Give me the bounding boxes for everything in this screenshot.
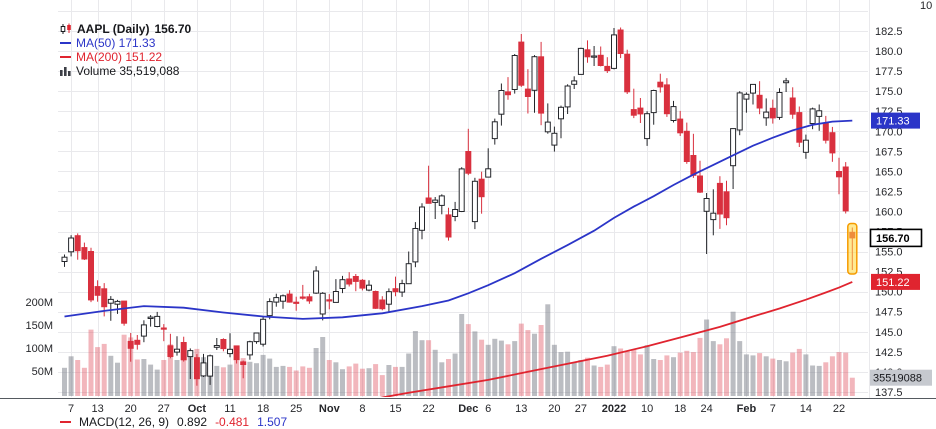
volume-bars-icon bbox=[60, 67, 71, 76]
ma200-legend-row[interactable]: MA(200) 151.22 bbox=[60, 49, 191, 64]
svg-text:10: 10 bbox=[641, 403, 653, 415]
svg-text:50M: 50M bbox=[32, 366, 53, 378]
svg-text:200M: 200M bbox=[25, 297, 53, 309]
price-axis[interactable]: 137.5140.0142.5145.0147.5150.0152.5155.0… bbox=[875, 0, 932, 399]
svg-text:20: 20 bbox=[125, 403, 137, 415]
svg-text:22: 22 bbox=[422, 403, 434, 415]
symbol-title: AAPL (Daily) bbox=[77, 21, 150, 36]
svg-text:155.0: 155.0 bbox=[875, 247, 903, 259]
svg-text:2022: 2022 bbox=[602, 403, 626, 415]
svg-text:156.70: 156.70 bbox=[876, 233, 910, 245]
svg-text:35519088: 35519088 bbox=[873, 373, 922, 385]
svg-text:167.5: 167.5 bbox=[875, 146, 903, 158]
ma50-legend-row[interactable]: MA(50) 171.33 bbox=[60, 35, 191, 50]
svg-text:182.5: 182.5 bbox=[875, 26, 903, 38]
ma200-price-badge: 151.22 bbox=[871, 273, 920, 290]
candles bbox=[61, 27, 856, 386]
svg-text:147.5: 147.5 bbox=[875, 307, 903, 319]
symbol-legend-row[interactable]: AAPL (Daily) 156.70 bbox=[60, 21, 192, 36]
svg-text:13: 13 bbox=[91, 403, 103, 415]
svg-text:7: 7 bbox=[68, 403, 74, 415]
svg-text:13: 13 bbox=[515, 403, 527, 415]
ma50-price-badge: 171.33 bbox=[871, 112, 920, 129]
svg-text:Feb: Feb bbox=[737, 403, 757, 415]
macd-value-1: 0.892 bbox=[177, 415, 208, 429]
svg-text:22: 22 bbox=[833, 403, 845, 415]
macd-line-icon bbox=[60, 421, 71, 423]
macd-label: MACD(12, 26, 9) bbox=[79, 415, 170, 429]
price-badges: 171.33 156.70 151.22 35519088 bbox=[869, 112, 932, 386]
volume-axis-labels: 200M 150M 100M 50M bbox=[25, 297, 53, 378]
svg-text:165.0: 165.0 bbox=[875, 166, 903, 178]
svg-text:14: 14 bbox=[800, 403, 812, 415]
svg-text:170.0: 170.0 bbox=[875, 126, 903, 138]
selected-candle-highlight[interactable] bbox=[847, 222, 858, 275]
partial-top-label: 10 bbox=[920, 0, 932, 12]
ma50-line-icon bbox=[60, 41, 71, 44]
macd-value-3: 1.507 bbox=[257, 415, 288, 429]
svg-text:Oct: Oct bbox=[188, 403, 207, 415]
svg-text:142.5: 142.5 bbox=[875, 347, 903, 359]
macd-value-2: -0.481 bbox=[215, 415, 250, 429]
svg-text:150M: 150M bbox=[25, 320, 53, 332]
svg-text:18: 18 bbox=[257, 403, 269, 415]
ma200-line[interactable] bbox=[329, 281, 853, 407]
svg-text:137.5: 137.5 bbox=[875, 387, 903, 399]
svg-text:24: 24 bbox=[700, 403, 712, 415]
svg-text:25: 25 bbox=[290, 403, 302, 415]
ma200-line-icon bbox=[60, 55, 71, 58]
svg-text:15: 15 bbox=[389, 403, 401, 415]
svg-text:20: 20 bbox=[548, 403, 560, 415]
volume-legend-row[interactable]: Volume 35,519,088 bbox=[60, 63, 191, 78]
svg-text:Nov: Nov bbox=[319, 403, 341, 415]
ma50-label: MA(50) 171.33 bbox=[76, 35, 156, 50]
symbol-last-price: 156.70 bbox=[154, 21, 192, 36]
svg-text:180.0: 180.0 bbox=[875, 46, 903, 58]
svg-text:160.0: 160.0 bbox=[875, 206, 903, 218]
volume-label: Volume 35,519,088 bbox=[76, 63, 180, 78]
macd-legend-row[interactable]: MACD(12, 26, 9) 0.892 -0.481 1.507 bbox=[60, 415, 287, 429]
svg-text:151.22: 151.22 bbox=[876, 277, 910, 289]
svg-text:27: 27 bbox=[575, 403, 587, 415]
candlestick-icon bbox=[60, 23, 71, 34]
svg-text:100M: 100M bbox=[25, 343, 53, 355]
svg-text:18: 18 bbox=[674, 403, 686, 415]
chart-legend: AAPL (Daily) 156.70 MA(50) 171.33 MA(200… bbox=[60, 21, 192, 78]
svg-text:Dec: Dec bbox=[458, 403, 478, 415]
svg-text:6: 6 bbox=[485, 403, 491, 415]
svg-text:145.0: 145.0 bbox=[875, 327, 903, 339]
volume-bars bbox=[62, 304, 855, 396]
ma200-label: MA(200) 151.22 bbox=[76, 49, 163, 64]
svg-text:27: 27 bbox=[158, 403, 170, 415]
svg-text:8: 8 bbox=[359, 403, 365, 415]
svg-text:177.5: 177.5 bbox=[875, 66, 903, 78]
svg-text:175.0: 175.0 bbox=[875, 86, 903, 98]
time-axis[interactable]: 7 13 20 27 Oct 11 18 25 Nov 8 15 22 Dec 6 13 20 27 2022 10… bbox=[68, 403, 845, 415]
volume-badge: 35519088 bbox=[870, 369, 932, 386]
ma50-line[interactable] bbox=[64, 119, 853, 320]
svg-text:7: 7 bbox=[770, 403, 776, 415]
svg-text:171.33: 171.33 bbox=[876, 116, 910, 128]
svg-text:162.5: 162.5 bbox=[875, 186, 903, 198]
last-price-badge: 156.70 bbox=[869, 228, 923, 248]
svg-text:11: 11 bbox=[224, 403, 235, 415]
